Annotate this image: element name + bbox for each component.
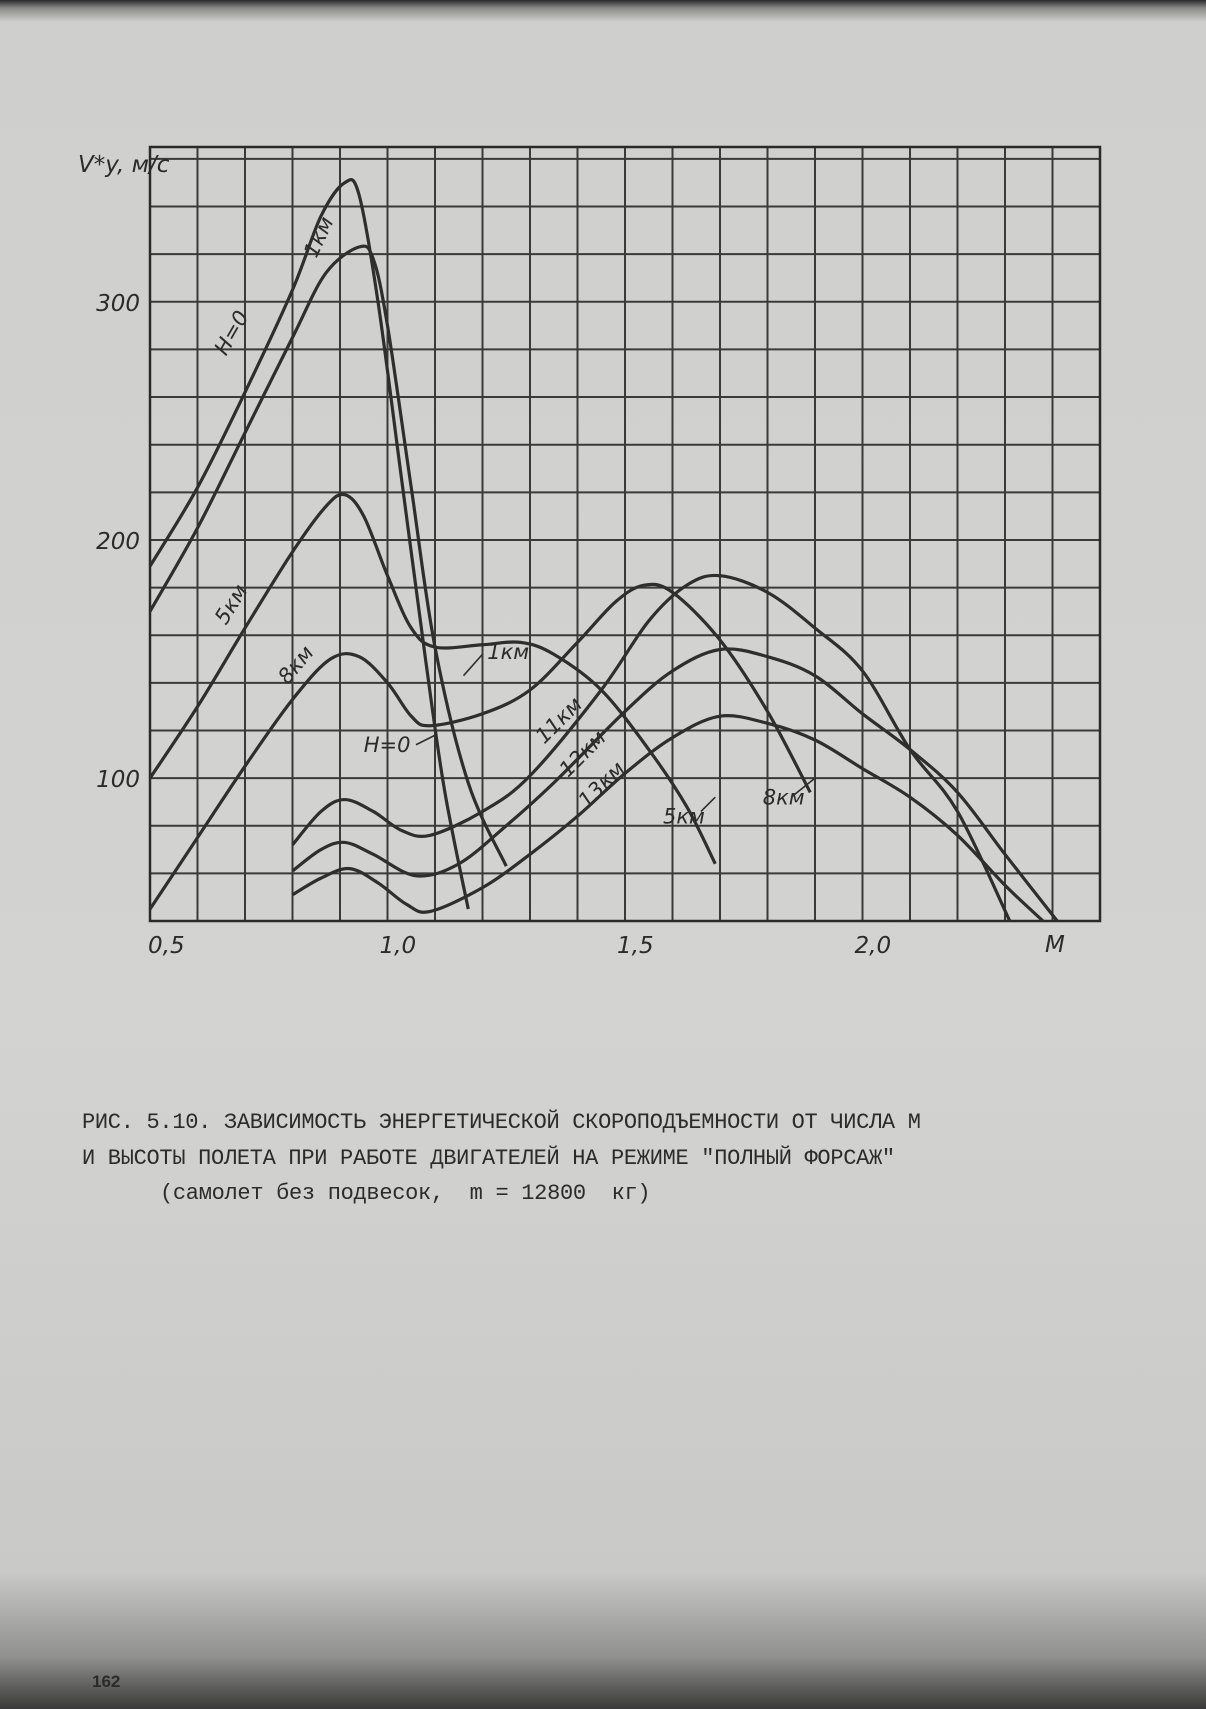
page-number: 162: [92, 1672, 121, 1691]
series-line-8км: [148, 582, 812, 910]
series-line-1км: [148, 244, 508, 867]
figure-caption-line-1: РИС. 5.10. ЗАВИСИМОСТЬ ЭНЕРГЕТИЧЕСКОЙ СК…: [82, 1110, 921, 1135]
series-line-13км: [291, 714, 1045, 923]
curve-label: 8км: [763, 785, 805, 809]
x-tick-label: 2,0: [855, 933, 892, 959]
x-tick-label: 1,5: [617, 933, 654, 959]
y-tick-label: 100: [96, 767, 140, 793]
series-line-5км: [148, 492, 717, 865]
series-line-H0: [148, 178, 470, 910]
curve-label: 5км: [663, 804, 705, 828]
series-line-12км: [291, 647, 1059, 922]
figure-caption-line-2: И ВЫСОТЫ ПОЛЕТА ПРИ РАБОТЕ ДВИГАТЕЛЕЙ НА…: [82, 1146, 895, 1171]
curve-label: 8км: [273, 641, 318, 689]
series-line-11км: [291, 573, 1012, 922]
y-axis-label: V*y, м/с: [78, 152, 170, 178]
curves: [148, 178, 1059, 923]
x-tick-label: 0,5: [148, 933, 185, 959]
curve-label: 1км: [487, 640, 529, 664]
grid: [148, 145, 1102, 923]
curve-label: H=0: [210, 307, 254, 359]
label-leader-line: [415, 734, 436, 746]
plot-frame: [148, 145, 1102, 923]
tick-labels: 0,5 1,0 1,5 2,0 100 200 300: [96, 291, 891, 959]
label-leader-line: [790, 777, 816, 798]
label-leader-line: [462, 653, 484, 677]
y-tick-label: 200: [96, 529, 140, 555]
figure-caption-line-3: (самолет без подвесок, m = 12800 кг): [160, 1181, 651, 1206]
x-tick-label: 1,0: [380, 933, 417, 959]
curve-label: H=0: [364, 733, 411, 757]
label-leader-line: [700, 796, 716, 813]
x-axis-label: M: [1045, 932, 1065, 958]
y-tick-label: 300: [96, 291, 140, 317]
